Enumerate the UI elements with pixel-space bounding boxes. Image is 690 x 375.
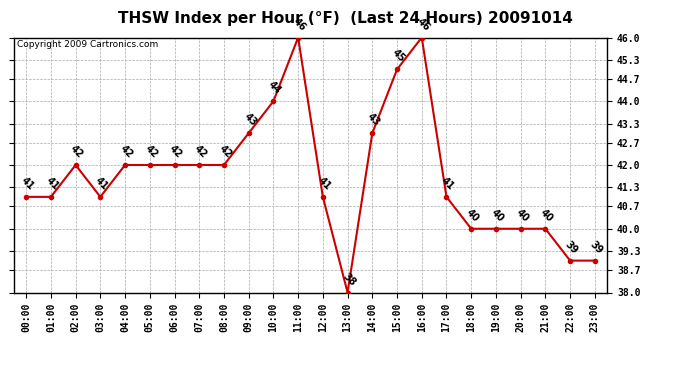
Text: 42: 42 [69, 144, 86, 160]
Text: 41: 41 [19, 176, 36, 192]
Text: 42: 42 [217, 144, 234, 160]
Text: 38: 38 [341, 271, 357, 288]
Text: 41: 41 [440, 176, 456, 192]
Text: 41: 41 [44, 176, 61, 192]
Text: 45: 45 [390, 48, 406, 64]
Text: 40: 40 [464, 207, 481, 224]
Text: 42: 42 [193, 144, 209, 160]
Text: 42: 42 [143, 144, 159, 160]
Text: 43: 43 [241, 112, 258, 128]
Text: 42: 42 [168, 144, 184, 160]
Text: 41: 41 [316, 176, 333, 192]
Text: 43: 43 [366, 112, 382, 128]
Text: 41: 41 [93, 176, 110, 192]
Text: Copyright 2009 Cartronics.com: Copyright 2009 Cartronics.com [17, 40, 158, 49]
Text: 40: 40 [514, 207, 531, 224]
Text: 39: 39 [563, 239, 580, 256]
Text: 40: 40 [538, 207, 555, 224]
Text: 39: 39 [588, 239, 604, 256]
Text: 40: 40 [489, 207, 506, 224]
Text: THSW Index per Hour (°F)  (Last 24 Hours) 20091014: THSW Index per Hour (°F) (Last 24 Hours)… [117, 11, 573, 26]
Text: 46: 46 [291, 16, 308, 33]
Text: 46: 46 [415, 16, 431, 33]
Text: 44: 44 [266, 80, 283, 96]
Text: 42: 42 [118, 144, 135, 160]
